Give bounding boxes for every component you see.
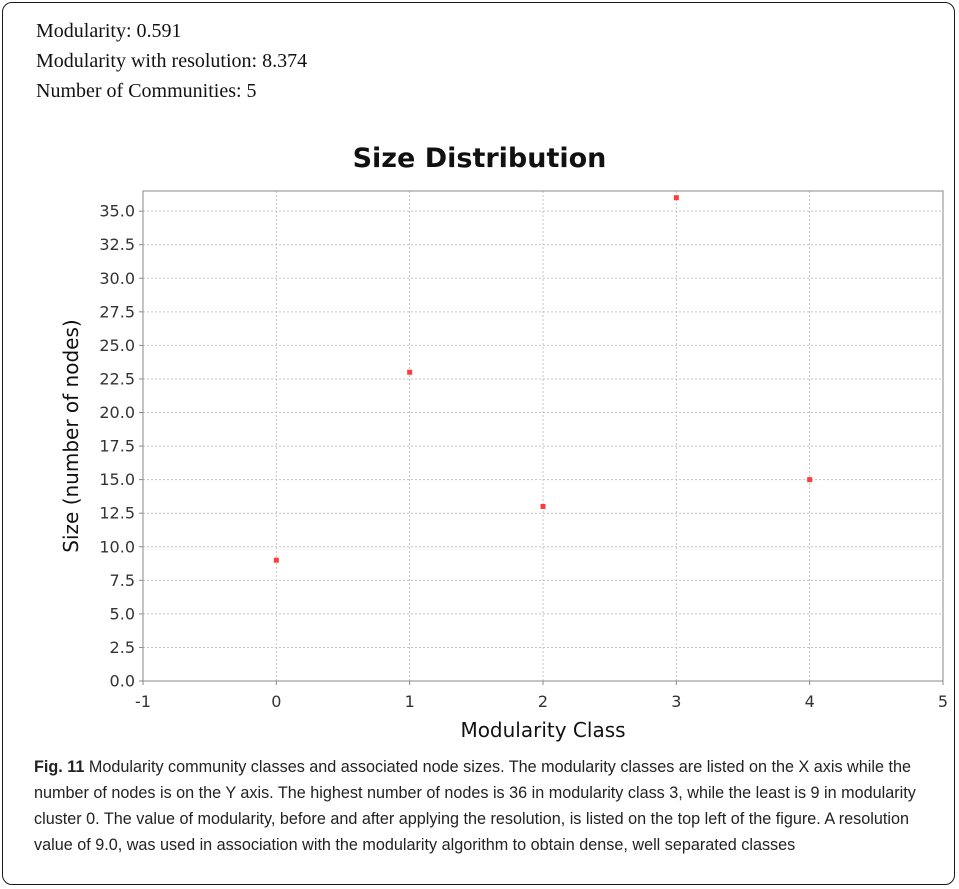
tick-layer: -1 0 1 2 3 4 5 0.0 2.5 5.0 7.5 10.0 12.5 15.0 17.5 20.0… xyxy=(99,202,948,711)
y-tick-label: 15.0 xyxy=(99,470,135,489)
data-point xyxy=(273,557,279,563)
x-tick-label: 5 xyxy=(938,692,948,711)
x-tick-label: 4 xyxy=(805,692,815,711)
communities-stat: Number of Communities: 5 xyxy=(36,80,257,102)
data-point xyxy=(407,369,413,375)
data-points xyxy=(273,195,813,563)
y-tick-label: 7.5 xyxy=(110,571,135,590)
y-tick-label: 20.0 xyxy=(99,403,135,422)
figure-caption: Fig. 11 Modularity community classes and… xyxy=(34,754,934,858)
modularity-resolution-stat: Modularity with resolution: 8.374 xyxy=(36,50,308,72)
y-tick-label: 2.5 xyxy=(110,638,135,657)
y-tick-label: 30.0 xyxy=(99,269,135,288)
y-tick-label: 35.0 xyxy=(99,202,135,221)
y-tick-label: 25.0 xyxy=(99,336,135,355)
grid-layer xyxy=(143,191,943,682)
scatter-chart: -1 0 1 2 3 4 5 0.0 2.5 5.0 7.5 10.0 12.5 15.0 17.5 20.0… xyxy=(59,190,948,742)
modularity-stat: Modularity: 0.591 xyxy=(36,20,182,42)
x-axis-label: Modularity Class xyxy=(460,718,625,742)
x-tick-label: -1 xyxy=(135,692,151,711)
caption-text: Modularity community classes and associa… xyxy=(34,758,916,854)
y-tick-label: 32.5 xyxy=(99,235,135,254)
y-tick-label: 12.5 xyxy=(99,504,135,523)
y-axis-label: Size (number of nodes) xyxy=(59,319,83,552)
x-tick-label: 3 xyxy=(671,692,681,711)
stats-block: Modularity: 0.591 Modularity with resolu… xyxy=(36,16,307,106)
y-tick-label: 27.5 xyxy=(99,302,135,321)
data-point xyxy=(807,477,813,483)
y-tick-label: 22.5 xyxy=(99,369,135,388)
x-tick-label: 2 xyxy=(538,692,548,711)
figure-label: Fig. 11 xyxy=(34,758,85,776)
y-tick-label: 10.0 xyxy=(99,537,135,556)
data-point xyxy=(540,503,546,509)
chart-title: Size Distribution xyxy=(352,143,607,174)
y-tick-label: 0.0 xyxy=(110,672,135,691)
x-tick-label: 1 xyxy=(405,692,415,711)
x-tick-label: 0 xyxy=(271,692,281,711)
y-tick-label: 17.5 xyxy=(99,437,135,456)
y-tick-label: 5.0 xyxy=(110,604,135,623)
data-point xyxy=(673,195,679,201)
